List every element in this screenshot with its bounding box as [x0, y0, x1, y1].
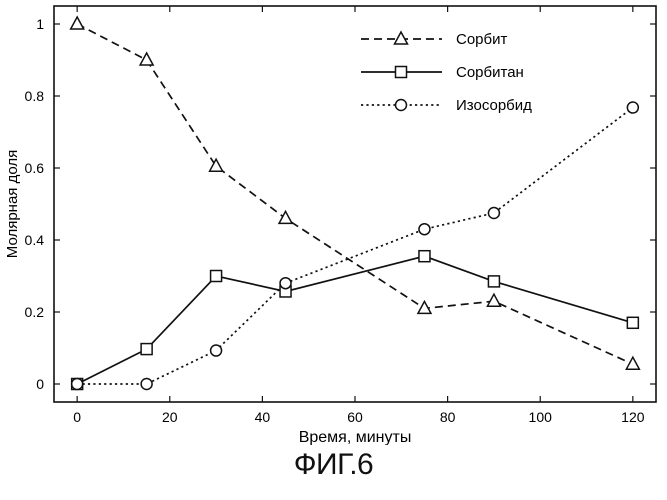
y-tick-label: 0: [36, 376, 44, 392]
legend-label: Сорбитан: [456, 64, 524, 81]
series-2: [70, 249, 640, 391]
data-point-triangle: [277, 209, 294, 225]
legend-marker-square: [394, 65, 408, 79]
series-1: [69, 15, 641, 370]
legend-item: Изосорбид: [361, 97, 532, 114]
y-tick-label: 1: [36, 16, 44, 32]
data-point-triangle: [69, 15, 85, 30]
data-point-square: [487, 275, 501, 288]
data-point-circle: [626, 101, 640, 114]
x-tick-label: 60: [347, 409, 363, 425]
legend-marker-triangle: [393, 30, 409, 45]
legend-item: Сорбитан: [361, 64, 524, 81]
data-point-circle: [487, 206, 501, 220]
data-point-circle: [279, 276, 292, 290]
x-tick-label: 20: [162, 409, 178, 425]
data-point-triangle: [625, 355, 641, 370]
data-point-square: [140, 342, 153, 356]
y-tick-label: 0.8: [25, 88, 45, 104]
data-point-triangle: [486, 292, 502, 307]
series-line: [77, 106, 634, 385]
x-tick-label: 0: [73, 409, 81, 425]
legend: Сорбит Сорбитан Изосорбид: [361, 30, 532, 114]
legend-item: Сорбит: [361, 30, 507, 48]
data-point-square: [418, 249, 431, 263]
x-tick-label: 120: [621, 409, 645, 425]
x-tick-label: 40: [255, 409, 271, 425]
data-point-square: [209, 269, 223, 283]
series-line: [76, 23, 634, 365]
series-layer: [69, 15, 641, 391]
data-point-triangle: [416, 299, 433, 315]
x-axis-label: Время, минуты: [299, 429, 412, 445]
x-tick-label: 80: [440, 409, 456, 425]
y-tick-label: 0.4: [25, 232, 45, 248]
y-tick-label: 0.2: [25, 304, 45, 320]
data-point-square: [626, 316, 640, 330]
data-point-circle: [209, 344, 223, 357]
legend-marker-circle: [394, 98, 408, 112]
data-point-triangle: [138, 51, 155, 66]
y-axis-label: Молярная доля: [4, 150, 21, 258]
data-point-circle: [418, 222, 431, 236]
series-3: [70, 101, 640, 391]
data-point-triangle: [208, 157, 224, 172]
y-tick-label: 0.6: [25, 160, 45, 176]
data-point-circle: [70, 377, 84, 391]
legend-label: Сорбит: [456, 31, 507, 48]
axis-ticks: 0 20 40 60 80 100 120 0 0.2 0.4 0.6 0.8 1: [25, 6, 656, 425]
data-point-circle: [140, 377, 153, 391]
x-tick-label: 100: [529, 409, 553, 425]
series-line: [76, 255, 634, 385]
legend-label: Изосорбид: [456, 97, 532, 114]
figure-caption: ФИГ.6: [293, 448, 374, 481]
